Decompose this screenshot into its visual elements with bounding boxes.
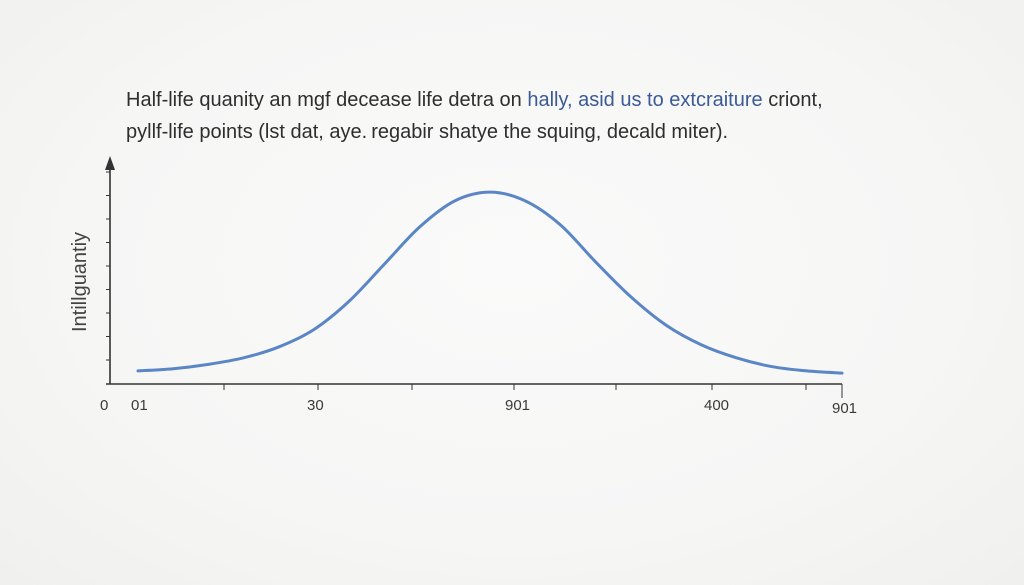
caption-line-1-end: criont,: [762, 89, 823, 111]
tick-label-0: 0: [100, 397, 108, 414]
tick-label-4: 400: [704, 397, 729, 414]
caption-line-2: pyllf-life points (lst dat, aye. regabir…: [126, 121, 729, 143]
x-axis-ticks: [223, 384, 843, 398]
tick-label-3: 901: [505, 397, 530, 414]
series-line: [136, 190, 844, 375]
tick-label-1: 01: [131, 397, 148, 414]
caption-line-1-highlight: hally, asid us to extcraiture: [527, 89, 763, 111]
chart-caption: Half-life quanity an mgf decease life de…: [126, 84, 906, 148]
tick-label-5: 901: [832, 400, 857, 417]
y-axis-label: Intillguantiy: [69, 232, 91, 332]
caption-line-1-start: Half-life quanity an mgf decease life de…: [126, 89, 528, 111]
y-axis-ticks: [106, 171, 110, 361]
caption-line-1: Half-life quanity an mgf decease life de…: [126, 84, 906, 116]
tick-label-2: 30: [307, 397, 324, 414]
y-axis-arrow-icon: [105, 156, 115, 170]
